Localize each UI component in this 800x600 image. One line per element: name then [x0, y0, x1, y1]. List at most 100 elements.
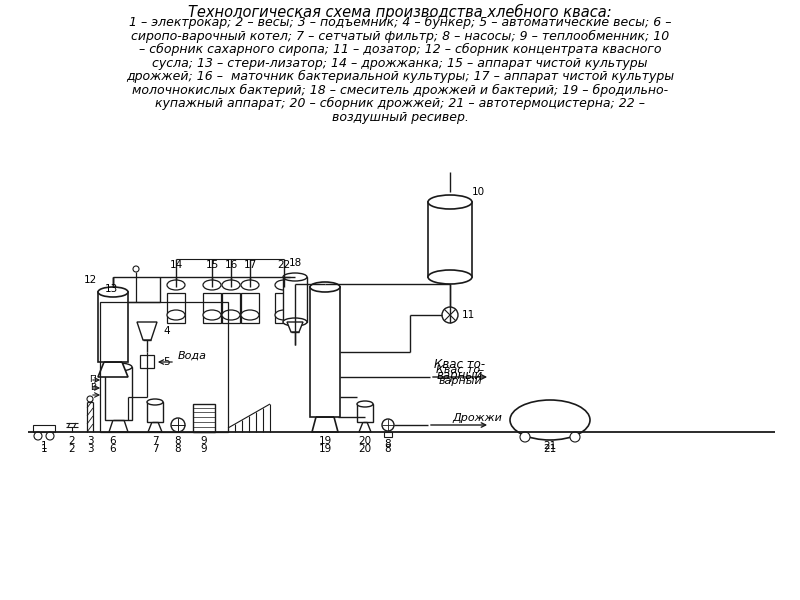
Ellipse shape — [275, 280, 293, 290]
Text: 22: 22 — [278, 260, 290, 270]
Text: 19: 19 — [318, 436, 332, 446]
Ellipse shape — [167, 310, 185, 320]
Polygon shape — [312, 417, 338, 432]
Text: 21: 21 — [543, 444, 557, 454]
Text: 21: 21 — [543, 441, 557, 451]
Text: сиропо-варочный котел; 7 – сетчатый фильтр; 8 – насосы; 9 – теплообменник; 10: сиропо-варочный котел; 7 – сетчатый филь… — [131, 29, 669, 43]
Text: 7: 7 — [152, 436, 158, 446]
Text: 3: 3 — [86, 436, 94, 446]
Ellipse shape — [105, 363, 132, 371]
Polygon shape — [109, 420, 128, 432]
Text: 9: 9 — [201, 436, 207, 446]
Text: Квас то-: Квас то- — [436, 365, 484, 375]
Bar — [100, 302, 228, 432]
Bar — [222, 293, 240, 323]
Ellipse shape — [147, 399, 163, 405]
Polygon shape — [98, 362, 128, 377]
Text: 8: 8 — [174, 436, 182, 446]
Text: 5: 5 — [163, 357, 170, 367]
Ellipse shape — [357, 401, 373, 407]
Text: 12: 12 — [84, 275, 97, 285]
Bar — [275, 293, 293, 323]
Ellipse shape — [222, 280, 240, 290]
Circle shape — [171, 418, 185, 432]
Text: П: П — [90, 376, 96, 385]
Circle shape — [133, 266, 139, 272]
Circle shape — [382, 419, 394, 431]
Text: 13: 13 — [105, 284, 118, 294]
Ellipse shape — [310, 282, 340, 292]
Ellipse shape — [241, 280, 259, 290]
Ellipse shape — [428, 195, 472, 209]
Text: 20: 20 — [358, 444, 371, 454]
Bar — [384, 432, 392, 437]
Ellipse shape — [203, 280, 221, 290]
Text: Дрожжи: Дрожжи — [452, 413, 502, 423]
Text: 19: 19 — [318, 444, 332, 454]
Text: варный: варный — [438, 376, 482, 386]
Ellipse shape — [283, 273, 307, 281]
Bar — [147, 402, 163, 422]
Circle shape — [34, 432, 42, 440]
Text: 9: 9 — [201, 444, 207, 454]
Text: молочнокислых бактерий; 18 – смеситель дрожжей и бактерий; 19 – бродильно-: молочнокислых бактерий; 18 – смеситель д… — [132, 83, 668, 97]
Bar — [140, 355, 154, 368]
Circle shape — [442, 307, 458, 323]
Text: 14: 14 — [170, 260, 182, 270]
Text: 3: 3 — [86, 444, 94, 454]
Text: 8: 8 — [385, 439, 391, 449]
Text: купажный аппарат; 20 – сборник дрожжей; 21 – автотермоцистерна; 22 –: купажный аппарат; 20 – сборник дрожжей; … — [155, 97, 645, 110]
Text: 15: 15 — [206, 260, 218, 270]
Text: 8: 8 — [385, 444, 391, 454]
Bar — [167, 293, 185, 323]
Text: 17: 17 — [243, 260, 257, 270]
Bar — [203, 293, 221, 323]
Polygon shape — [148, 422, 162, 432]
Polygon shape — [359, 422, 371, 432]
Text: 1 – электрокар; 2 – весы; 3 – подъемник; 4 – бункер; 5 – автоматические весы; 6 : 1 – электрокар; 2 – весы; 3 – подъемник;… — [129, 16, 671, 29]
Bar — [98, 292, 128, 362]
Text: 20: 20 — [358, 436, 371, 446]
Ellipse shape — [167, 280, 185, 290]
Text: Технологическая схема производства хлебного кваса:: Технологическая схема производства хлебн… — [188, 4, 612, 20]
Text: дрожжей; 16 –  маточник бактериальной культуры; 17 – аппарат чистой культуры: дрожжей; 16 – маточник бактериальной кул… — [126, 70, 674, 83]
Bar — [357, 404, 373, 422]
Text: 11: 11 — [462, 310, 475, 320]
Text: 10: 10 — [472, 187, 485, 197]
Ellipse shape — [241, 310, 259, 320]
Bar — [428, 202, 472, 277]
Text: 6: 6 — [110, 444, 116, 454]
Text: 18: 18 — [288, 258, 302, 268]
Text: 1: 1 — [41, 441, 47, 451]
Text: 16: 16 — [224, 260, 238, 270]
Polygon shape — [287, 322, 303, 332]
Text: 2: 2 — [69, 444, 75, 454]
Text: Вода: Вода — [178, 351, 207, 361]
Polygon shape — [137, 322, 157, 340]
Text: Квас то-: Квас то- — [434, 358, 486, 370]
Text: – сборник сахарного сиропа; 11 – дозатор; 12 – сборник концентрата квасного: – сборник сахарного сиропа; 11 – дозатор… — [138, 43, 662, 56]
Circle shape — [520, 432, 530, 442]
Circle shape — [46, 432, 54, 440]
Text: воздушный ресивер.: воздушный ресивер. — [331, 110, 469, 124]
Text: 6: 6 — [110, 436, 116, 446]
Ellipse shape — [203, 310, 221, 320]
Text: сусла; 13 – стери-лизатор; 14 – дрожжанка; 15 – аппарат чистой культуры: сусла; 13 – стери-лизатор; 14 – дрожжанк… — [152, 56, 648, 70]
Ellipse shape — [428, 270, 472, 284]
Text: 7: 7 — [152, 444, 158, 454]
Text: 4: 4 — [163, 326, 170, 336]
Ellipse shape — [222, 310, 240, 320]
Bar — [105, 367, 132, 420]
Ellipse shape — [275, 310, 293, 320]
Text: 8: 8 — [174, 444, 182, 454]
Text: 1: 1 — [41, 444, 47, 454]
Ellipse shape — [283, 318, 307, 326]
Bar — [310, 287, 340, 417]
Ellipse shape — [510, 400, 590, 440]
Bar — [33, 425, 55, 432]
Bar — [241, 293, 259, 323]
Text: 2: 2 — [69, 436, 75, 446]
Text: варный: варный — [437, 368, 483, 382]
Ellipse shape — [98, 287, 128, 297]
Bar — [283, 277, 307, 322]
